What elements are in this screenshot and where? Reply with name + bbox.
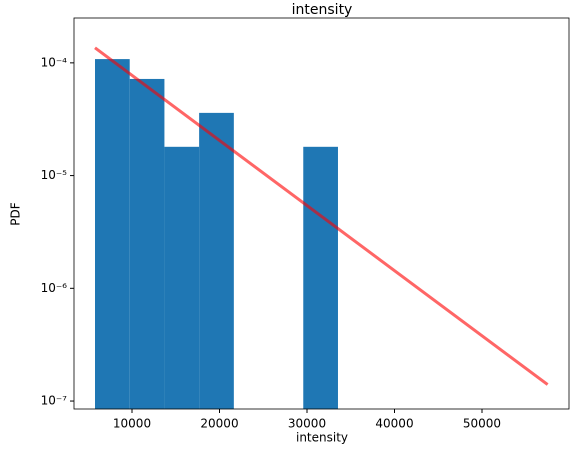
y-tick-label: 10⁻⁶ bbox=[41, 281, 68, 295]
y-tick-label: 10⁻⁷ bbox=[41, 394, 68, 408]
x-tick-label: 50000 bbox=[463, 417, 501, 431]
x-axis-label: intensity bbox=[296, 431, 348, 445]
bar bbox=[129, 78, 165, 410]
bar bbox=[199, 112, 234, 409]
fit-line bbox=[94, 46, 549, 386]
y-tick-label: 10⁻⁵ bbox=[41, 168, 68, 182]
x-tick-label: 10000 bbox=[113, 417, 151, 431]
bar bbox=[94, 59, 130, 409]
bar bbox=[164, 146, 200, 410]
y-axis-label: PDF bbox=[9, 202, 23, 225]
x-tick-label: 30000 bbox=[288, 417, 326, 431]
plot-frame bbox=[73, 17, 570, 410]
chart-title: intensity bbox=[292, 2, 353, 18]
y-tick-label: 10⁻⁴ bbox=[41, 55, 68, 69]
x-tick-label: 40000 bbox=[375, 417, 413, 431]
bar bbox=[303, 146, 338, 410]
x-tick-label: 20000 bbox=[200, 417, 238, 431]
